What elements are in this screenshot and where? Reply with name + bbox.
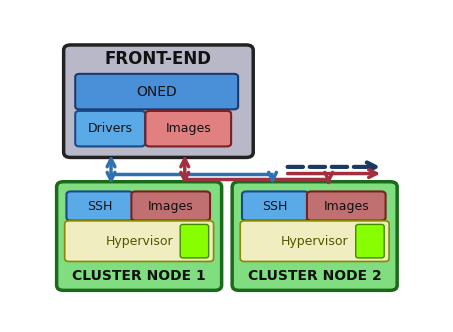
Text: Hypervisor: Hypervisor bbox=[281, 235, 348, 248]
FancyBboxPatch shape bbox=[75, 111, 145, 146]
FancyBboxPatch shape bbox=[75, 74, 238, 109]
Text: SSH: SSH bbox=[87, 200, 112, 212]
Text: CLUSTER NODE 1: CLUSTER NODE 1 bbox=[72, 269, 206, 283]
Text: Hypervisor: Hypervisor bbox=[105, 235, 173, 248]
FancyBboxPatch shape bbox=[180, 224, 209, 258]
Text: SSH: SSH bbox=[262, 200, 288, 212]
Text: FRONT-END: FRONT-END bbox=[105, 50, 212, 68]
FancyBboxPatch shape bbox=[307, 192, 386, 220]
FancyBboxPatch shape bbox=[232, 182, 397, 290]
Text: Drivers: Drivers bbox=[88, 122, 133, 135]
Text: Images: Images bbox=[323, 200, 369, 212]
Text: Images: Images bbox=[148, 200, 193, 212]
FancyBboxPatch shape bbox=[65, 221, 213, 262]
FancyBboxPatch shape bbox=[242, 192, 308, 220]
FancyBboxPatch shape bbox=[67, 192, 133, 220]
FancyBboxPatch shape bbox=[63, 45, 253, 157]
FancyBboxPatch shape bbox=[356, 224, 384, 258]
Text: Images: Images bbox=[165, 122, 211, 135]
FancyBboxPatch shape bbox=[57, 182, 222, 290]
Text: CLUSTER NODE 2: CLUSTER NODE 2 bbox=[248, 269, 381, 283]
FancyBboxPatch shape bbox=[145, 111, 231, 146]
Text: ONED: ONED bbox=[136, 85, 177, 99]
FancyBboxPatch shape bbox=[131, 192, 210, 220]
FancyBboxPatch shape bbox=[240, 221, 389, 262]
